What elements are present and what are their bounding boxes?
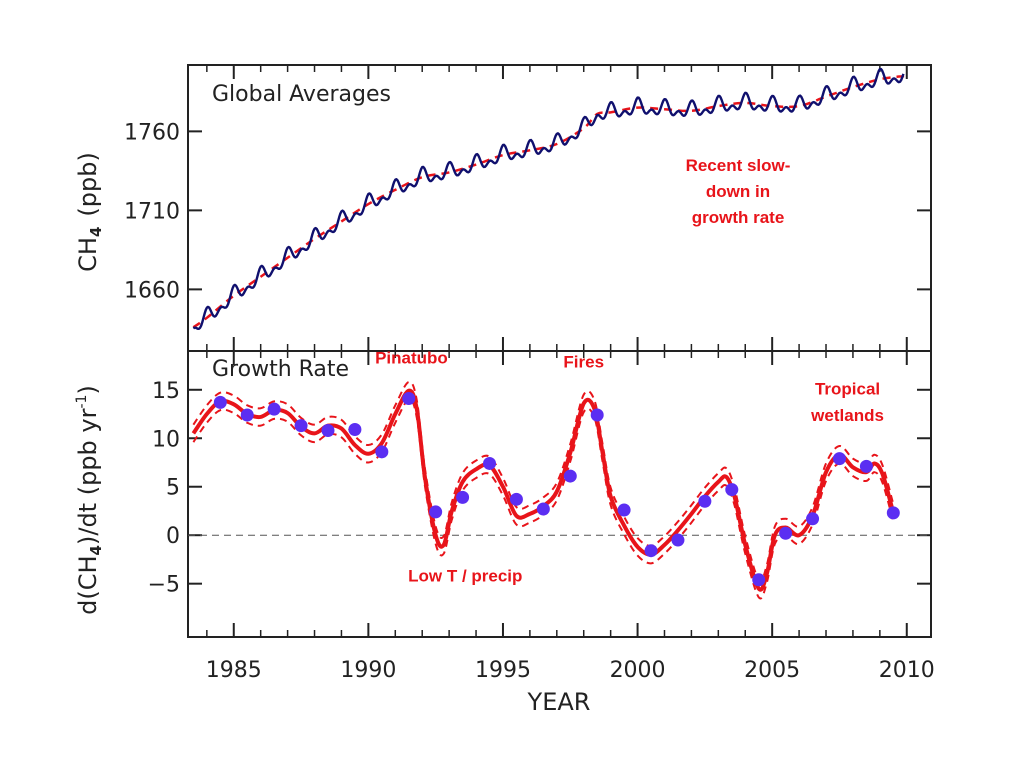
bottom-ylabel: d(CH4)/dt (ppb yr-1) [74,385,105,615]
annual-growth-point [348,423,362,437]
growth-upper-bound [192,380,895,582]
growth-annotation: Pinatubo [375,349,448,368]
annotation-slowdown-line1: Recent slow- [686,156,791,175]
annual-growth-point [832,452,846,466]
bottom-panel-title: Growth Rate [212,357,349,382]
bottom-ytick-label: 5 [166,476,180,501]
xtick-label: 1995 [475,658,531,683]
xtick-label: 2005 [744,658,800,683]
annual-growth-point [590,408,604,422]
growth-annotation: Fires [563,352,604,371]
xtick-label: 1985 [206,658,262,683]
xtick-label: 2010 [879,658,935,683]
annual-growth-point [671,533,685,547]
annual-growth-point [859,459,873,473]
top-panel-ticks: 1660 1710 1760 [124,65,931,351]
annotation-slowdown: Recent slow-down in growth rate [686,156,791,227]
bottom-ytick-label: 0 [166,524,180,549]
bottom-panel-ticks: −5 0 5 10 15 1985 1990 1995 2000 2005 2010 [148,351,935,683]
bottom-panel-frame [187,350,932,638]
annual-growth-point [725,483,739,497]
annual-growth-point [429,505,443,519]
growth-annotation: wetlands [810,406,884,425]
annual-growth-point [402,392,416,406]
top-ytick-label: 1660 [124,278,180,303]
growth-lower-bound [192,398,895,600]
annual-growth-point [294,419,308,433]
growth-annotation: Tropical [815,380,880,399]
annual-points [213,392,900,587]
top-panel-frame [187,64,932,352]
annual-growth-point [213,395,227,409]
annual-growth-point [456,490,470,504]
annual-growth-point [267,402,281,416]
top-panel-series [192,67,905,330]
bottom-ytick-label: 10 [152,427,180,452]
annual-growth-point [321,423,335,437]
annual-growth-point [752,573,766,587]
trend-line [192,74,905,329]
annual-growth-point [617,503,631,517]
x-axis-label: YEAR [527,688,591,716]
annotation-slowdown-line2: down in [706,182,770,201]
growth-annotations: Pinatubo Fires Tropical wetlands Low T / pre… [375,349,884,586]
annual-growth-point [698,494,712,508]
bottom-panel-series [191,380,896,600]
annual-growth-point [644,544,658,558]
annual-growth-point [536,502,550,516]
top-ylabel: CH4(ppb) [74,152,105,272]
annual-growth-point [240,408,254,422]
bottom-ytick-label: 15 [152,379,180,404]
monthly-ch4-line [192,67,905,330]
annual-growth-point [779,526,793,540]
top-ytick-label: 1760 [124,120,180,145]
xtick-label: 1990 [340,658,396,683]
annual-growth-point [806,512,820,526]
xtick-label: 2000 [610,658,666,683]
top-ytick-label: 1710 [124,199,180,224]
annual-growth-point [375,445,389,459]
annual-growth-point [886,506,900,520]
bottom-ytick-label: −5 [148,573,180,598]
annual-growth-point [483,456,497,470]
annual-growth-point [563,469,577,483]
top-panel-title: Global Averages [212,82,391,107]
annotation-slowdown-line3: growth rate [692,208,785,227]
growth-annotation: Low T / precip [408,567,522,586]
annual-growth-point [509,492,523,506]
